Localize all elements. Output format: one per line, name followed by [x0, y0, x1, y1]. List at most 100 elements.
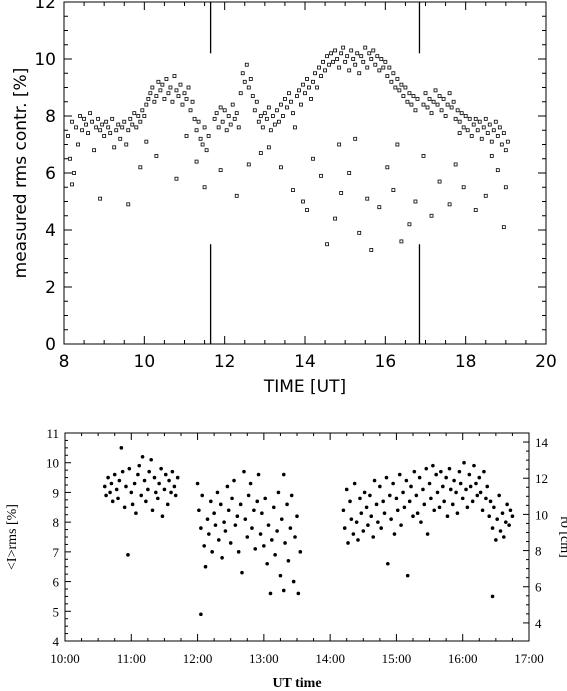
data-point-dot — [346, 541, 350, 545]
data-point-square — [98, 128, 103, 133]
chart-bottom: 10:00 11:00 12:00 13:00 14:00 15:00 16:00 17:00… — [5, 426, 567, 691]
data-point-square — [84, 122, 88, 127]
data-point-dot — [137, 463, 142, 468]
y-tick-label-right-bottom: 14 — [535, 435, 549, 450]
y-tick-label-top: 4 — [45, 221, 56, 241]
data-point-dot — [104, 493, 108, 498]
data-point-dot — [262, 544, 266, 548]
data-point-square — [503, 185, 508, 190]
x-tick-label-top: 18 — [455, 352, 477, 372]
data-point-square — [463, 114, 468, 118]
data-point-dot — [110, 499, 115, 504]
data-point-square — [293, 125, 297, 130]
data-point-dot — [197, 508, 201, 513]
data-point-dot — [159, 466, 163, 471]
data-point-dot — [411, 514, 415, 518]
y-tick-label-right-bottom: 8 — [535, 544, 542, 559]
data-point-dot — [368, 493, 372, 498]
data-point-dot — [253, 547, 258, 551]
y-ticks-right-bottom: 4 6 8 10 12 14 — [523, 435, 549, 631]
data-point-dot — [384, 475, 389, 480]
data-point-dot — [122, 505, 127, 510]
data-point-square — [194, 159, 199, 164]
data-point-dot — [494, 538, 498, 542]
data-point-dot — [117, 478, 122, 483]
data-point-square — [407, 222, 412, 227]
data-point-square — [489, 139, 494, 144]
data-point-square — [266, 145, 271, 150]
data-point-dot — [349, 517, 354, 521]
data-point-square — [485, 131, 490, 136]
data-point-dot — [215, 490, 220, 495]
data-point-dot — [421, 487, 425, 492]
data-point-square — [281, 114, 285, 118]
data-point-dot — [275, 529, 279, 533]
data-point-square — [379, 57, 384, 61]
data-point-square — [495, 134, 500, 138]
data-point-dot — [424, 466, 429, 471]
data-point-square — [459, 111, 464, 116]
data-point-square — [66, 134, 70, 138]
data-point-square — [278, 165, 283, 170]
data-point-dot — [220, 556, 224, 560]
data-point-square — [228, 122, 233, 127]
data-point-square — [385, 74, 390, 78]
data-point-square — [212, 116, 217, 121]
data-point-dot — [388, 493, 392, 498]
data-point-square — [483, 116, 488, 121]
data-point-square — [204, 148, 209, 153]
data-point-dot — [248, 481, 253, 486]
data-point-dot — [165, 502, 170, 507]
data-point-square — [112, 145, 117, 150]
data-point-square — [377, 68, 382, 73]
data-point-square — [168, 85, 173, 90]
data-point-square — [248, 77, 253, 81]
data-point-square — [357, 71, 362, 76]
data-point-dot — [401, 490, 405, 495]
data-point-dot — [173, 493, 178, 498]
data-point-square — [333, 48, 338, 53]
data-point-square — [329, 51, 334, 56]
data-point-dot — [382, 511, 387, 516]
data-point-square — [236, 125, 241, 130]
data-point-square — [144, 102, 149, 107]
data-point-square — [258, 114, 263, 118]
data-point-square — [124, 142, 129, 147]
data-point-square — [130, 122, 135, 127]
data-point-square — [415, 97, 420, 101]
data-point-square — [176, 94, 181, 98]
data-point-square — [250, 94, 255, 98]
data-point-square — [461, 185, 466, 190]
data-point-square — [433, 88, 438, 93]
data-point-dot — [359, 511, 364, 516]
data-point-dot — [502, 535, 506, 539]
x-tick-label-bottom: 12:00 — [183, 651, 213, 666]
data-point-dot — [252, 508, 256, 513]
data-point-square — [242, 79, 247, 84]
data-point-dot — [376, 520, 380, 524]
data-point-dot — [457, 469, 462, 474]
data-point-square — [453, 162, 458, 167]
data-point-dot — [467, 472, 472, 477]
data-point-dot — [245, 535, 250, 539]
data-point-dot — [505, 502, 509, 507]
data-point-dot — [362, 490, 367, 495]
y-axis-label-left-bottom: <I>rms [%] — [5, 504, 20, 570]
y-tick-label-top: 2 — [45, 278, 56, 298]
data-point-square — [126, 128, 131, 133]
data-point-square — [405, 99, 410, 104]
data-point-square — [371, 48, 376, 53]
data-point-dot — [465, 505, 470, 510]
data-point-dot — [233, 523, 238, 527]
data-point-dot — [342, 526, 347, 530]
data-point-dot — [444, 475, 448, 480]
y-tick-label-right-bottom: 4 — [535, 616, 542, 631]
data-point-square — [425, 105, 430, 110]
data-point-square — [100, 122, 105, 127]
data-point-dot — [260, 511, 264, 516]
data-point-square — [240, 71, 245, 76]
data-point-square — [224, 128, 229, 133]
data-point-square — [363, 45, 368, 50]
data-point-square — [94, 125, 99, 130]
data-point-dot — [295, 514, 299, 518]
